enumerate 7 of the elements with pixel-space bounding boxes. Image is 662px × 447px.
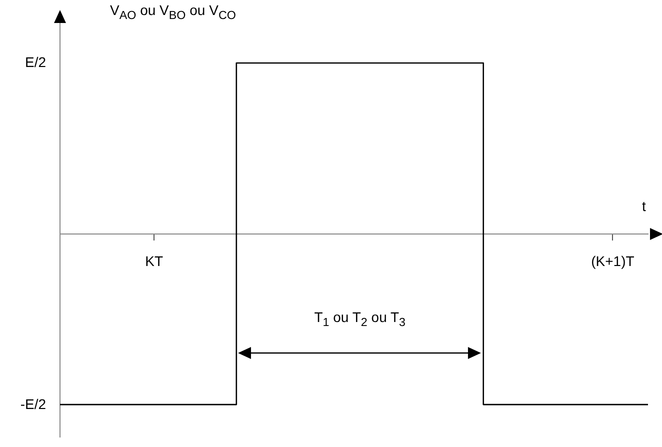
- x-axis-title: t: [642, 198, 646, 214]
- x-tick-label: KT: [145, 253, 164, 270]
- text: E/2: [24, 54, 46, 70]
- y-axis-title: V$_{AO}$ ou V$_{BO}$ ou V$_{CO}$: [110, 2, 236, 22]
- x-tick-label: (K+1)T: [591, 253, 635, 270]
- text: -E/2: [19, 396, 46, 412]
- annotation: T$_{1}$ ou T$_{2}$ ou T$_{3}$: [313, 309, 407, 330]
